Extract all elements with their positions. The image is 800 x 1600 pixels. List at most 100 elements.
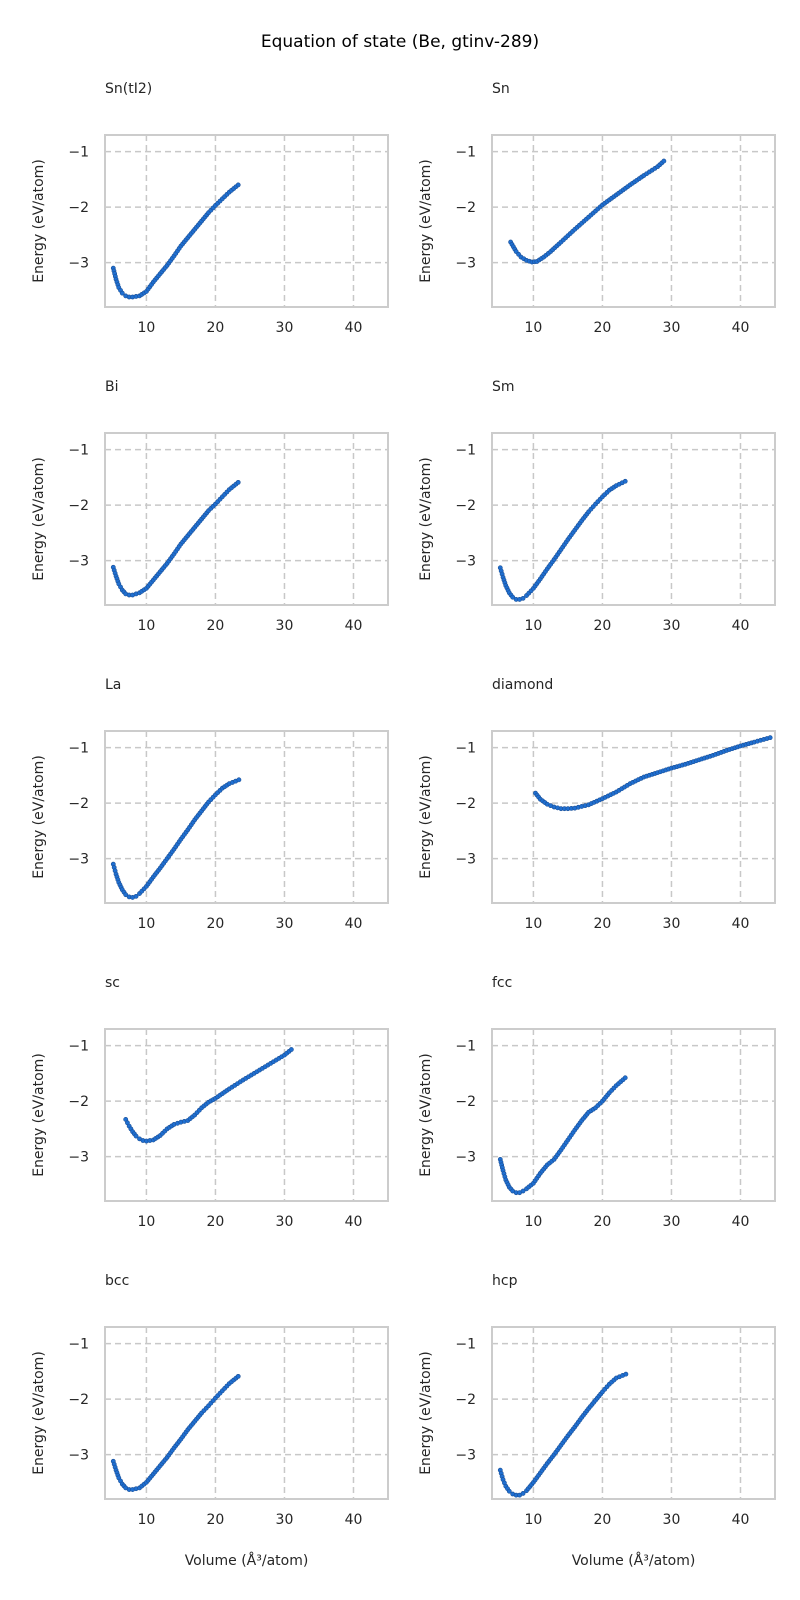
- x-tick-label: 30: [276, 1512, 294, 1528]
- x-tick-label: 30: [276, 1214, 294, 1230]
- data-points: [497, 1075, 628, 1196]
- y-tick-label: −3: [68, 852, 89, 868]
- eos-panel-3: Bi 10 20 30 40 −1 −2 −3 Energy (eV/atom): [31, 379, 389, 634]
- x-tick-label: 30: [276, 320, 294, 336]
- x-tick-label: 40: [732, 320, 750, 336]
- y-tick-label: −2: [68, 1392, 89, 1408]
- x-tick-label: 30: [276, 618, 294, 634]
- eos-panel-8: fcc 10 20 30 40 −1 −2 −3 Energy (eV/atom): [418, 975, 776, 1230]
- panel-title: bcc: [105, 1273, 129, 1289]
- x-tick-label: 10: [525, 618, 543, 634]
- data-point: [767, 735, 773, 741]
- data-point: [520, 595, 526, 601]
- x-tick-label: 40: [345, 320, 363, 336]
- y-axis-label: Energy (eV/atom): [418, 159, 434, 283]
- x-tick-label: 20: [594, 916, 612, 932]
- y-tick-label: −3: [455, 256, 476, 272]
- y-axis-label: Energy (eV/atom): [418, 1351, 434, 1475]
- y-tick-label: −1: [455, 443, 476, 459]
- eos-panel-10: hcp 10 20 30 40 −1 −2 −3 Energy (eV/atom) Volume …: [418, 1273, 776, 1569]
- data-points: [110, 182, 241, 300]
- x-tick-label: 10: [138, 320, 156, 336]
- y-tick-label: −1: [68, 443, 89, 459]
- data-point: [622, 478, 628, 484]
- data-point: [661, 158, 667, 164]
- x-tick-label: 20: [594, 618, 612, 634]
- y-axis-label: Energy (eV/atom): [418, 457, 434, 581]
- x-tick-label: 10: [138, 1512, 156, 1528]
- x-tick-label: 20: [207, 1512, 225, 1528]
- x-tick-label: 20: [594, 1214, 612, 1230]
- axes-frame: [491, 432, 776, 606]
- x-axis-label: Volume (Å³/atom): [185, 1552, 309, 1569]
- y-axis-label: Energy (eV/atom): [31, 457, 47, 581]
- axes-frame: [104, 1028, 389, 1202]
- data-point: [520, 1491, 526, 1496]
- axes-frame: [104, 1326, 389, 1500]
- eos-panel-7: sc 10 20 30 40 −1 −2 −3 Energy (eV/atom): [31, 975, 389, 1230]
- x-tick-label: 30: [663, 916, 681, 932]
- data-points: [533, 735, 773, 812]
- data-point: [235, 182, 241, 188]
- x-tick-label: 20: [207, 1214, 225, 1230]
- panel-title: hcp: [492, 1273, 518, 1289]
- x-tick-label: 10: [525, 320, 543, 336]
- x-tick-label: 30: [276, 916, 294, 932]
- y-tick-label: −1: [68, 1039, 89, 1055]
- x-tick-label: 40: [732, 618, 750, 634]
- data-points: [123, 1047, 294, 1144]
- data-point: [622, 1075, 628, 1081]
- y-axis-label: Energy (eV/atom): [31, 159, 47, 283]
- data-point: [235, 479, 241, 485]
- y-tick-label: −2: [455, 1392, 476, 1408]
- figure-title: Equation of state (Be, gtinv-289): [261, 32, 539, 52]
- x-tick-label: 10: [525, 1214, 543, 1230]
- panel-title: Sn(tI2): [105, 81, 152, 97]
- x-tick-label: 20: [207, 916, 225, 932]
- y-tick-label: −2: [455, 200, 476, 216]
- axes-frame: [491, 730, 776, 904]
- y-tick-label: −2: [68, 796, 89, 812]
- panel-title: Sm: [492, 379, 515, 395]
- x-tick-label: 30: [663, 320, 681, 336]
- y-tick-label: −3: [455, 554, 476, 570]
- eos-panel-5: La 10 20 30 40 −1 −2 −3 Energy (eV/atom): [31, 677, 389, 932]
- axes-frame: [104, 134, 389, 308]
- x-tick-label: 30: [663, 1512, 681, 1528]
- y-axis-label: Energy (eV/atom): [31, 1053, 47, 1177]
- eos-panel-4: Sm 10 20 30 40 −1 −2 −3 Energy (eV/atom): [418, 379, 776, 634]
- axes-frame: [491, 134, 776, 308]
- x-tick-label: 20: [594, 1512, 612, 1528]
- data-points: [497, 1371, 629, 1498]
- data-points: [110, 777, 242, 900]
- axes-frame: [104, 730, 389, 904]
- axes-frame: [104, 432, 389, 606]
- y-tick-label: −3: [68, 256, 89, 272]
- x-tick-label: 10: [138, 916, 156, 932]
- y-tick-label: −3: [68, 554, 89, 570]
- data-points: [508, 158, 667, 265]
- data-points: [110, 479, 241, 598]
- y-tick-label: −1: [68, 741, 89, 757]
- y-tick-label: −1: [455, 741, 476, 757]
- data-point: [236, 777, 242, 783]
- y-tick-label: −2: [455, 498, 476, 514]
- y-tick-label: −2: [68, 1094, 89, 1110]
- panel-title: La: [105, 677, 121, 693]
- x-tick-label: 10: [138, 618, 156, 634]
- y-tick-label: −1: [455, 1337, 476, 1353]
- data-point: [520, 1188, 526, 1194]
- data-point: [288, 1047, 294, 1052]
- eos-panel-1: Sn(tI2) 10 20 30 40 −1 −2 −3 Energy (eV/atom): [31, 81, 389, 336]
- data-point: [133, 1133, 139, 1139]
- x-tick-label: 40: [345, 618, 363, 634]
- x-tick-label: 40: [345, 916, 363, 932]
- y-tick-label: −1: [455, 1039, 476, 1055]
- axes-frame: [491, 1326, 776, 1500]
- eos-panel-2: Sn 10 20 30 40 −1 −2 −3 Energy (eV/atom): [418, 81, 776, 336]
- y-tick-label: −3: [455, 1448, 476, 1464]
- panels-container: Sn(tI2) 10 20 30 40 −1 −2 −3 Energy (eV/atom) Sn 1…: [31, 81, 776, 1569]
- data-point: [119, 290, 125, 296]
- x-tick-label: 40: [732, 1512, 750, 1528]
